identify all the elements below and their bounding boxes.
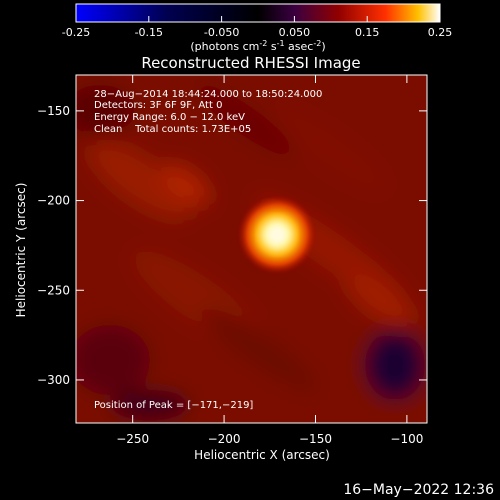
colorbar-ticks: -0.25 -0.15 -0.050 0.050 0.15 0.25: [62, 16, 452, 39]
colorbar-tick-label: -0.050: [204, 26, 239, 39]
annotation-line-3: Energy Range: 6.0 − 12.0 keV: [94, 112, 245, 123]
colorbar-gradient: [75, 3, 441, 23]
y-tick-label: −200: [37, 194, 70, 208]
y-axis: −150 −200 −250 −300: [37, 104, 427, 387]
y-tick-label: −300: [37, 373, 70, 387]
peak-core: [263, 220, 292, 249]
footer-timestamp: 16−May−2022 12:36: [343, 482, 494, 498]
x-tick-label: −200: [208, 432, 241, 446]
x-tick-label: −100: [390, 432, 423, 446]
x-axis: −250 −200 −150 −100: [116, 75, 423, 446]
colorbar-tick-label: 0.15: [355, 26, 380, 39]
colorbar-units: (photons cm-2 s-1 asec-2): [190, 39, 325, 53]
annotation-line-2: Detectors: 3F 6F 9F, Att 0: [94, 100, 222, 111]
plot-frame: [75, 74, 428, 424]
y-tick-label: −150: [37, 104, 70, 118]
x-tick-label: −250: [116, 432, 149, 446]
peak-source: [237, 194, 318, 275]
y-axis-label: Heliocentric Y (arcsec): [14, 183, 28, 318]
colorbar: -0.25 -0.15 -0.050 0.050 0.15 0.25 (photons c…: [62, 3, 452, 53]
x-tick-label: −150: [299, 432, 332, 446]
x-axis-label: Heliocentric X (arcsec): [194, 448, 330, 462]
colorbar-tick-label: -0.15: [135, 26, 163, 39]
colorbar-tick-label: 0.050: [279, 26, 311, 39]
chart-title: Reconstructed RHESSI Image: [141, 54, 360, 72]
annotation-line-4: Clean Total counts: 1.73E+05: [94, 124, 251, 135]
heatmap-image: [76, 75, 427, 423]
colorbar-tick-label: -0.25: [62, 26, 90, 39]
annotations: 28−Aug−2014 18:44:24.000 to 18:50:24.000…: [94, 89, 322, 135]
colorbar-tick-label: 0.25: [428, 26, 453, 39]
annotation-line-1: 28−Aug−2014 18:44:24.000 to 18:50:24.000: [94, 89, 322, 100]
peak-position-label: Position of Peak = [−171,−219]: [94, 400, 253, 411]
y-tick-label: −250: [37, 283, 70, 297]
